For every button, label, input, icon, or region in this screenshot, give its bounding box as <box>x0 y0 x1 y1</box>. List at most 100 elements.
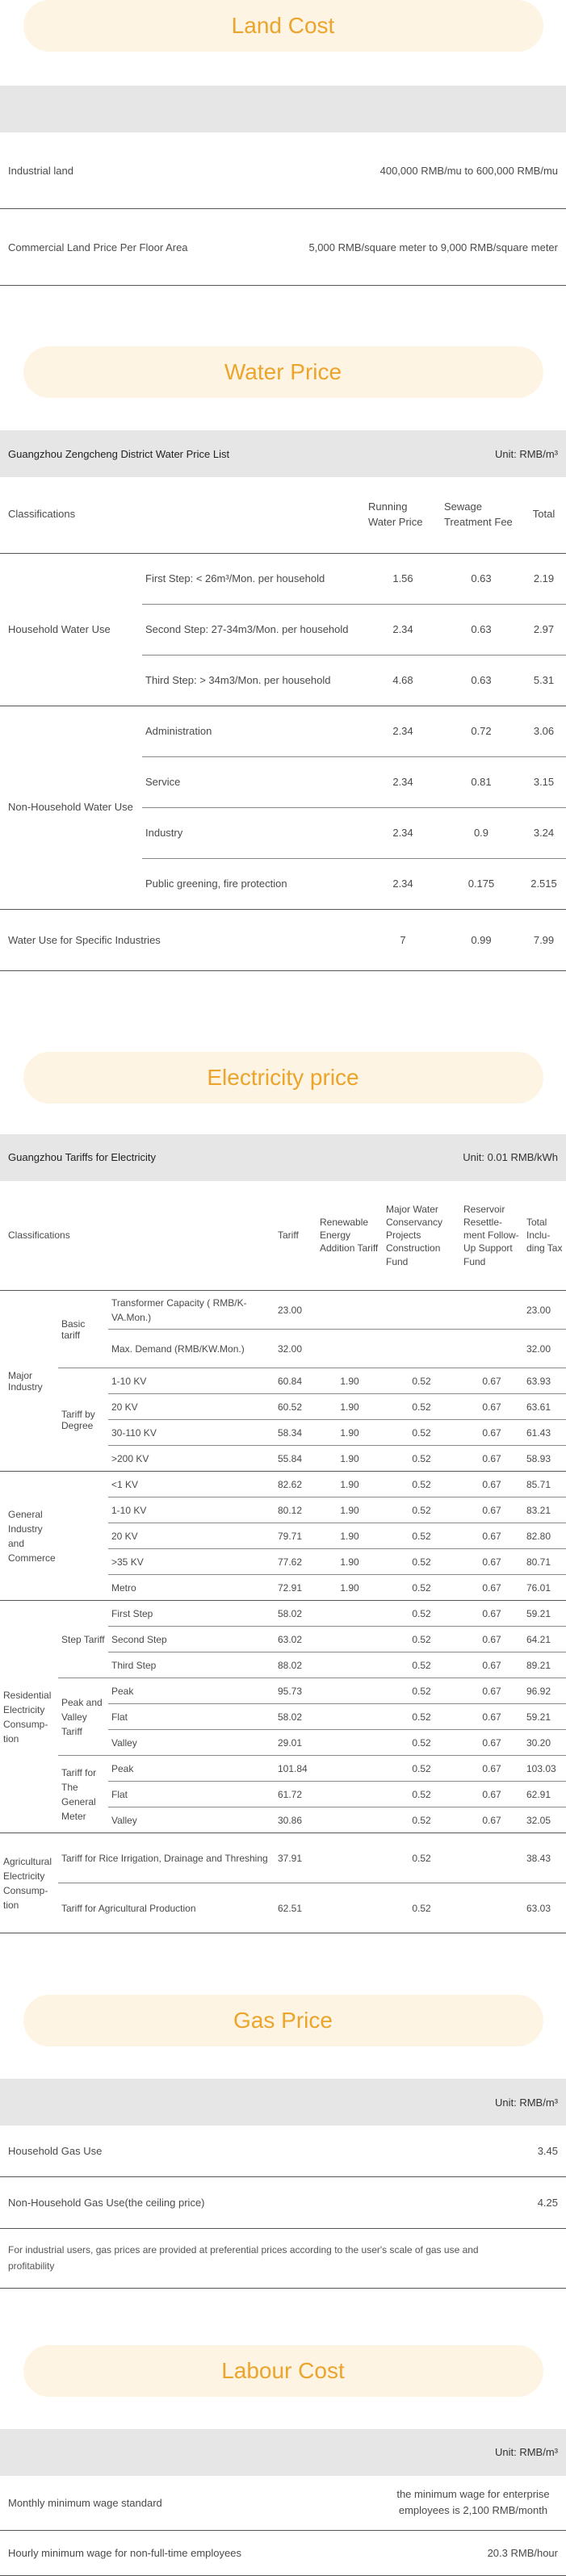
water-price-heading: Water Price <box>224 359 342 384</box>
renewable: 1.90 <box>317 1445 383 1472</box>
electricity-price-heading: Electricity price <box>207 1064 359 1090</box>
header-tariff: Tariff <box>275 1180 317 1291</box>
header-renewable: Renewable Energy Addition Tariff <box>317 1180 383 1291</box>
gas-unit: Unit: RMB/m³ <box>495 2096 558 2109</box>
reservoir-fund: 0.67 <box>460 1574 523 1601</box>
tariff: 61.72 <box>275 1781 317 1807</box>
water-fund: 0.52 <box>383 1833 460 1883</box>
renewable-empty <box>317 1729 383 1756</box>
tariff: 63.02 <box>275 1626 317 1652</box>
total: 62.91 <box>523 1781 566 1807</box>
reservoir-fund: 0.67 <box>460 1523 523 1549</box>
land-cost-banner: Land Cost <box>23 0 543 52</box>
total: 89.21 <box>523 1652 566 1678</box>
tariff: 29.01 <box>275 1729 317 1756</box>
electricity-table-header: Classifications Tariff Renewable Energy … <box>0 1180 566 1291</box>
reservoir-fund <box>460 1290 523 1330</box>
total: 3.15 <box>522 756 566 808</box>
table-row: Valley 30.86 0.52 0.67 32.05 <box>0 1807 566 1833</box>
tariff-by-degree-label: Tariff by Degree <box>58 1368 108 1472</box>
header-reservoir-fund: Reservoir Resettle-ment Follow-Up Suppor… <box>460 1180 523 1291</box>
renewable-empty <box>317 1678 383 1704</box>
general-meter-label: Tariff for The General Meter <box>58 1755 108 1833</box>
labour-row: Hourly minimum wage for non-full-time em… <box>0 2531 566 2576</box>
reservoir-fund: 0.67 <box>460 1781 523 1807</box>
renewable-empty <box>317 1755 383 1782</box>
sewage-fee: 0.9 <box>441 807 522 859</box>
renewable-empty <box>317 1600 383 1627</box>
total: 96.92 <box>523 1678 566 1704</box>
row-name: Valley <box>108 1807 275 1833</box>
table-row: 1-10 KV 80.12 1.90 0.52 0.67 83.21 <box>0 1497 566 1523</box>
total: 64.21 <box>523 1626 566 1652</box>
tariff: 23.00 <box>275 1290 317 1330</box>
header-water-fund: Major Water Conservancy Projects Constru… <box>383 1180 460 1291</box>
total: 2.19 <box>522 553 566 605</box>
labour-row: Monthly minimum wage standard the minimu… <box>0 2476 566 2531</box>
table-row: 30-110 KV 58.34 1.90 0.52 0.67 61.43 <box>0 1419 566 1446</box>
tariff: 82.62 <box>275 1471 317 1497</box>
water-fund: 0.52 <box>383 1652 460 1678</box>
reservoir-fund: 0.67 <box>460 1807 523 1833</box>
table-row: Metro 72.91 1.90 0.52 0.67 76.01 <box>0 1574 566 1601</box>
renewable: 1.90 <box>317 1574 383 1601</box>
table-row: Non-Household Water Use Administration 2… <box>0 706 566 910</box>
row-name: First Step <box>108 1600 275 1627</box>
table-row: Agricultural Electricity Consump-tion Ta… <box>0 1833 566 1933</box>
renewable <box>317 1290 383 1330</box>
reservoir-fund: 0.67 <box>460 1497 523 1523</box>
row-name: Tariff for Agricultural Production <box>58 1883 275 1933</box>
general-industry-text: General Industry and Commerce <box>8 1508 56 1564</box>
total: 2.97 <box>522 604 566 656</box>
tariff: 58.02 <box>275 1703 317 1730</box>
water-fund: 0.52 <box>383 1755 460 1782</box>
water-fund: 0.52 <box>383 1626 460 1652</box>
table-row: Residential Electricity Consump-tion Ste… <box>0 1600 566 1833</box>
table-row: >35 KV 77.62 1.90 0.52 0.67 80.71 <box>0 1548 566 1575</box>
gas-row: Non-Household Gas Use(the ceiling price)… <box>0 2177 566 2229</box>
land-row: Industrial land 400,000 RMB/mu to 600,00… <box>0 132 566 209</box>
total: 63.03 <box>523 1883 566 1933</box>
row-name: 30-110 KV <box>108 1419 275 1446</box>
row-name: Transformer Capacity ( RMB/K- VA.Mon.) <box>108 1290 275 1330</box>
renewable: 1.90 <box>317 1471 383 1497</box>
land-row-label: Commercial Land Price Per Floor Area <box>8 241 188 253</box>
land-gray-bar <box>0 86 566 132</box>
row-name: Second Step <box>108 1626 275 1652</box>
table-row: Peak and Valley Tariff Peak 95.73 0.52 0… <box>0 1678 566 1756</box>
tariff: 58.02 <box>275 1600 317 1627</box>
total: 59.21 <box>523 1600 566 1627</box>
total: 82.80 <box>523 1523 566 1549</box>
row-name: Public greening, fire protection <box>142 858 365 910</box>
renewable-empty <box>317 1807 383 1833</box>
renewable: 1.90 <box>317 1523 383 1549</box>
renewable: 1.90 <box>317 1368 383 1394</box>
table-row: Service 2.34 0.81 3.15 <box>0 756 566 808</box>
renewable-empty <box>317 1703 383 1730</box>
gas-row: Household Gas Use 3.45 <box>0 2126 566 2177</box>
renewable: 1.90 <box>317 1497 383 1523</box>
sewage-fee: 0.63 <box>441 553 522 605</box>
row-name: Second Step: 27-34m3/Mon. per household <box>142 604 365 656</box>
tariff: 58.34 <box>275 1419 317 1446</box>
row-name: Service <box>142 756 365 808</box>
household-water-label: Household Water Use <box>0 553 142 706</box>
reservoir-fund: 0.67 <box>460 1368 523 1394</box>
water-table-title: Guangzhou Zengcheng District Water Price… <box>8 447 230 460</box>
renewable: 1.90 <box>317 1419 383 1446</box>
total: 32.05 <box>523 1807 566 1833</box>
table-row: Flat 61.72 0.52 0.67 62.91 <box>0 1781 566 1807</box>
total: 80.71 <box>523 1548 566 1575</box>
header-total: Total Inclu-ding Tax <box>523 1180 566 1291</box>
water-fund <box>383 1290 460 1330</box>
total: 2.515 <box>522 858 566 910</box>
agricultural-label: Agricultural Electricity Consump-tion <box>0 1833 58 1933</box>
gas-row-value: 3.45 <box>537 2145 558 2157</box>
total: 7.99 <box>522 909 566 971</box>
table-row: Household Water Use First Step: < 26m³/M… <box>0 553 566 706</box>
total: 83.21 <box>523 1497 566 1523</box>
renewable-empty <box>317 1652 383 1678</box>
table-row: Second Step: 27-34m3/Mon. per household … <box>0 604 566 656</box>
row-name: Valley <box>108 1729 275 1756</box>
renewable: 1.90 <box>317 1548 383 1575</box>
